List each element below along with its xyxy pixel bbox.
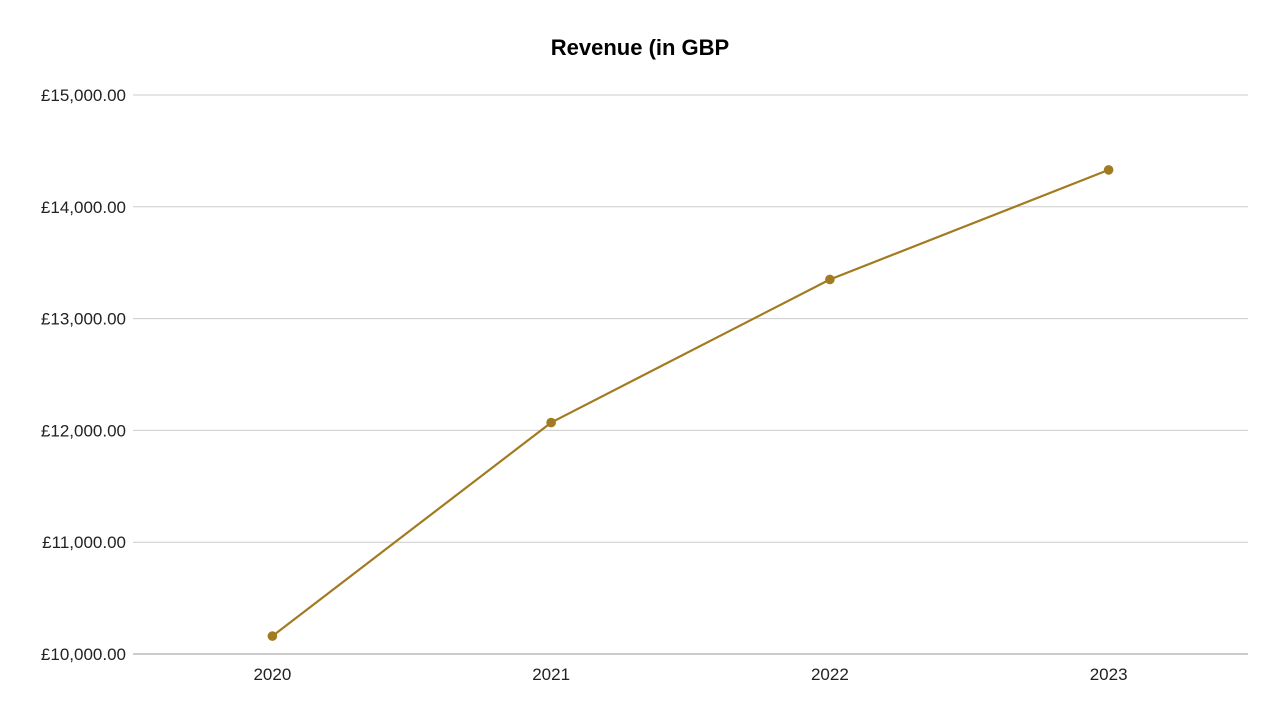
y-tick-label: £11,000.00 [42, 533, 126, 552]
data-point-2022 [825, 274, 835, 285]
y-tick-label: £14,000.00 [41, 198, 126, 217]
data-point-2023 [1103, 165, 1114, 175]
series-layer [267, 165, 1114, 641]
x-tick-label: 2022 [811, 665, 849, 684]
x-tick-label: 2023 [1090, 665, 1128, 684]
x-tick-label: 2020 [253, 665, 291, 684]
data-point-2021 [546, 417, 556, 428]
series-line [271, 168, 1110, 637]
y-tick-label: £10,000.00 [41, 645, 126, 664]
y-tick-label: £13,000.00 [41, 310, 126, 329]
gridlines [133, 94, 1248, 655]
y-tick-label: £15,000.00 [41, 86, 126, 105]
x-tick-label: 2021 [532, 665, 570, 684]
y-axis-tick-labels: £10,000.00 £11,000.00 £12,000.00 £13,000.00… [41, 86, 126, 664]
x-axis-tick-labels: 2020 2021 2022 2023 [253, 665, 1127, 684]
y-tick-label: £12,000.00 [41, 421, 126, 440]
chart-title: Revenue (in GBP [551, 35, 729, 60]
data-point-2020 [267, 631, 278, 641]
